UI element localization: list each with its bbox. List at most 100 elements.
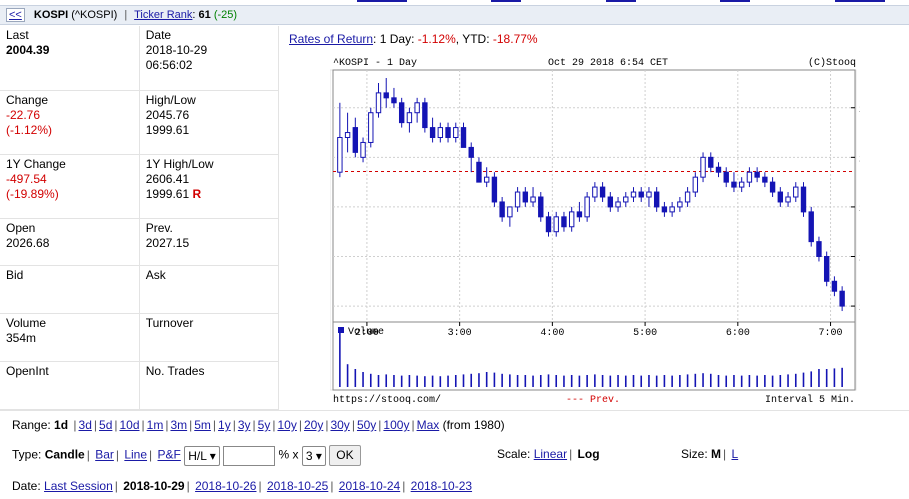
date-link[interactable]: 2018-10-23 [410,479,473,493]
type-pf-link[interactable]: P&F [157,447,181,462]
y1change-value: -497.54 [6,171,47,186]
candle-down [723,171,729,183]
candle-down [599,186,606,198]
candle-down [499,201,505,218]
candle-up [568,211,575,228]
open-value: 2026.68 [6,235,50,250]
mult-select-value: 3 [305,448,313,463]
candle-down [522,191,529,203]
ok-button[interactable]: OK [329,445,361,466]
candle-down [762,176,768,183]
separator: | [124,9,128,21]
separator: | [93,418,98,432]
range-option-max[interactable]: Max [416,418,440,432]
candle-down [831,280,838,292]
rates-of-return-link[interactable]: Rates of Return [289,32,374,46]
candles [337,78,845,312]
range-option-30y[interactable]: 30y [330,418,350,432]
candle-up [360,141,366,158]
range-option-10d[interactable]: 10d [119,418,140,432]
range-option-5y[interactable]: 5y [257,418,271,432]
day-return-value: -1.12% [417,32,456,46]
y-tick-label: 2030 [859,154,860,165]
separator: | [411,418,415,432]
separator: | [212,418,217,432]
symbol-ticker: (^KOSPI) [71,9,118,21]
separator: | [378,418,382,432]
range-option-1y[interactable]: 1y [218,418,231,432]
range-option-1m[interactable]: 1m [146,418,164,432]
candle-up [375,92,382,114]
candle-up [746,171,753,183]
volume-value: 354m [6,330,37,345]
scale-group: Scale: Linear | Log [497,447,600,461]
candle-up [738,181,745,188]
chart-svg: ^KOSPI - 1 Day Oct 29 2018 6:54 CET (C)S… [330,57,860,406]
change-label: Change [6,92,49,107]
range-option-3m[interactable]: 3m [170,418,188,432]
type-bar-link[interactable]: Bar [95,447,114,462]
price-chart: ^KOSPI - 1 Day Oct 29 2018 6:54 CET (C)S… [330,54,860,407]
x-tick-label: 6:00 [726,328,750,339]
y-tick-label: 2010 [859,254,860,265]
date-link[interactable]: 2018-10-25 [266,479,329,493]
rates-of-return: Rates of Return: 1 Day: -1.12%, YTD: -18… [289,32,538,46]
candle-down [352,127,359,153]
date-current: 2018-10-29 [123,479,185,493]
mult-select[interactable]: 3 ▾ [301,445,326,466]
range-option-50y[interactable]: 50y [356,418,377,432]
volume-bars [339,327,843,387]
date-bar-label: Date: [12,479,41,493]
y-tick-label: 2020 [859,204,860,215]
low-value: 1999.61 [145,122,190,137]
y1change-label: 1Y Change [6,156,66,171]
range-option-5m[interactable]: 5m [194,418,211,432]
table-row: Last 2004.39 Date 2018-10-29 06:56:02 [0,26,280,91]
type-line-link[interactable]: Line [124,447,148,462]
date-bar: Date: Last Session | 2018-10-29 | 2018-10-… [0,474,909,498]
turnover-label: Turnover [145,315,194,330]
candle-down [422,102,428,129]
change-pct: (-1.12%) [6,122,53,137]
record-mark: R [192,186,202,201]
range-option-3y[interactable]: 3y [237,418,251,432]
candle-up [646,191,652,198]
back-button[interactable]: << [6,8,25,22]
date-cell: Date 2018-10-29 06:56:02 [139,26,280,91]
range-option-100y[interactable]: 100y [383,418,410,432]
trades-label: No. Trades [145,363,205,378]
x-tick-label: 4:00 [540,328,564,339]
range-option-20y[interactable]: 20y [303,418,324,432]
last-session-link[interactable]: Last Session [44,479,113,493]
chevron-down-icon: ▾ [315,448,322,463]
scale-linear-link[interactable]: Linear [533,447,568,461]
date-link[interactable]: 2018-10-26 [195,479,257,493]
candle-up [692,176,699,193]
last-label: Last [6,28,29,42]
chart-title: ^KOSPI - 1 Day [333,58,417,69]
ticker-rank-link[interactable]: Ticker Rank [134,9,193,21]
type-current: Candle [44,447,85,462]
range-option-5d[interactable]: 5d [99,418,113,432]
pct-input[interactable] [223,445,276,466]
last-cell: Last 2004.39 [0,26,140,91]
prev-label: Prev. [145,220,173,235]
open-cell: Open 2026.68 [0,218,140,266]
date-link[interactable]: 2018-10-24 [338,479,401,493]
y1low-value: 1999.61 [145,186,190,201]
size-large-link[interactable]: L [731,447,739,461]
chart-copyright: (C)Stooq [808,57,856,69]
separator: | [165,418,169,432]
candle-up [592,186,598,198]
top-link-mark [835,0,885,2]
range-option-10y[interactable]: 10y [277,418,297,432]
range-option-3d[interactable]: 3d [78,418,92,432]
open-label: Open [6,220,36,235]
separator: | [189,418,193,432]
candle-down [638,191,644,198]
x-tick-label: 5:00 [633,328,657,339]
hl-select[interactable]: H/L ▾ [184,445,220,466]
x-tick-label: 3:00 [448,328,472,339]
candle-down [708,156,714,168]
y1highlow-cell: 1Y High/Low 2606.41 1999.61 R [139,154,280,219]
